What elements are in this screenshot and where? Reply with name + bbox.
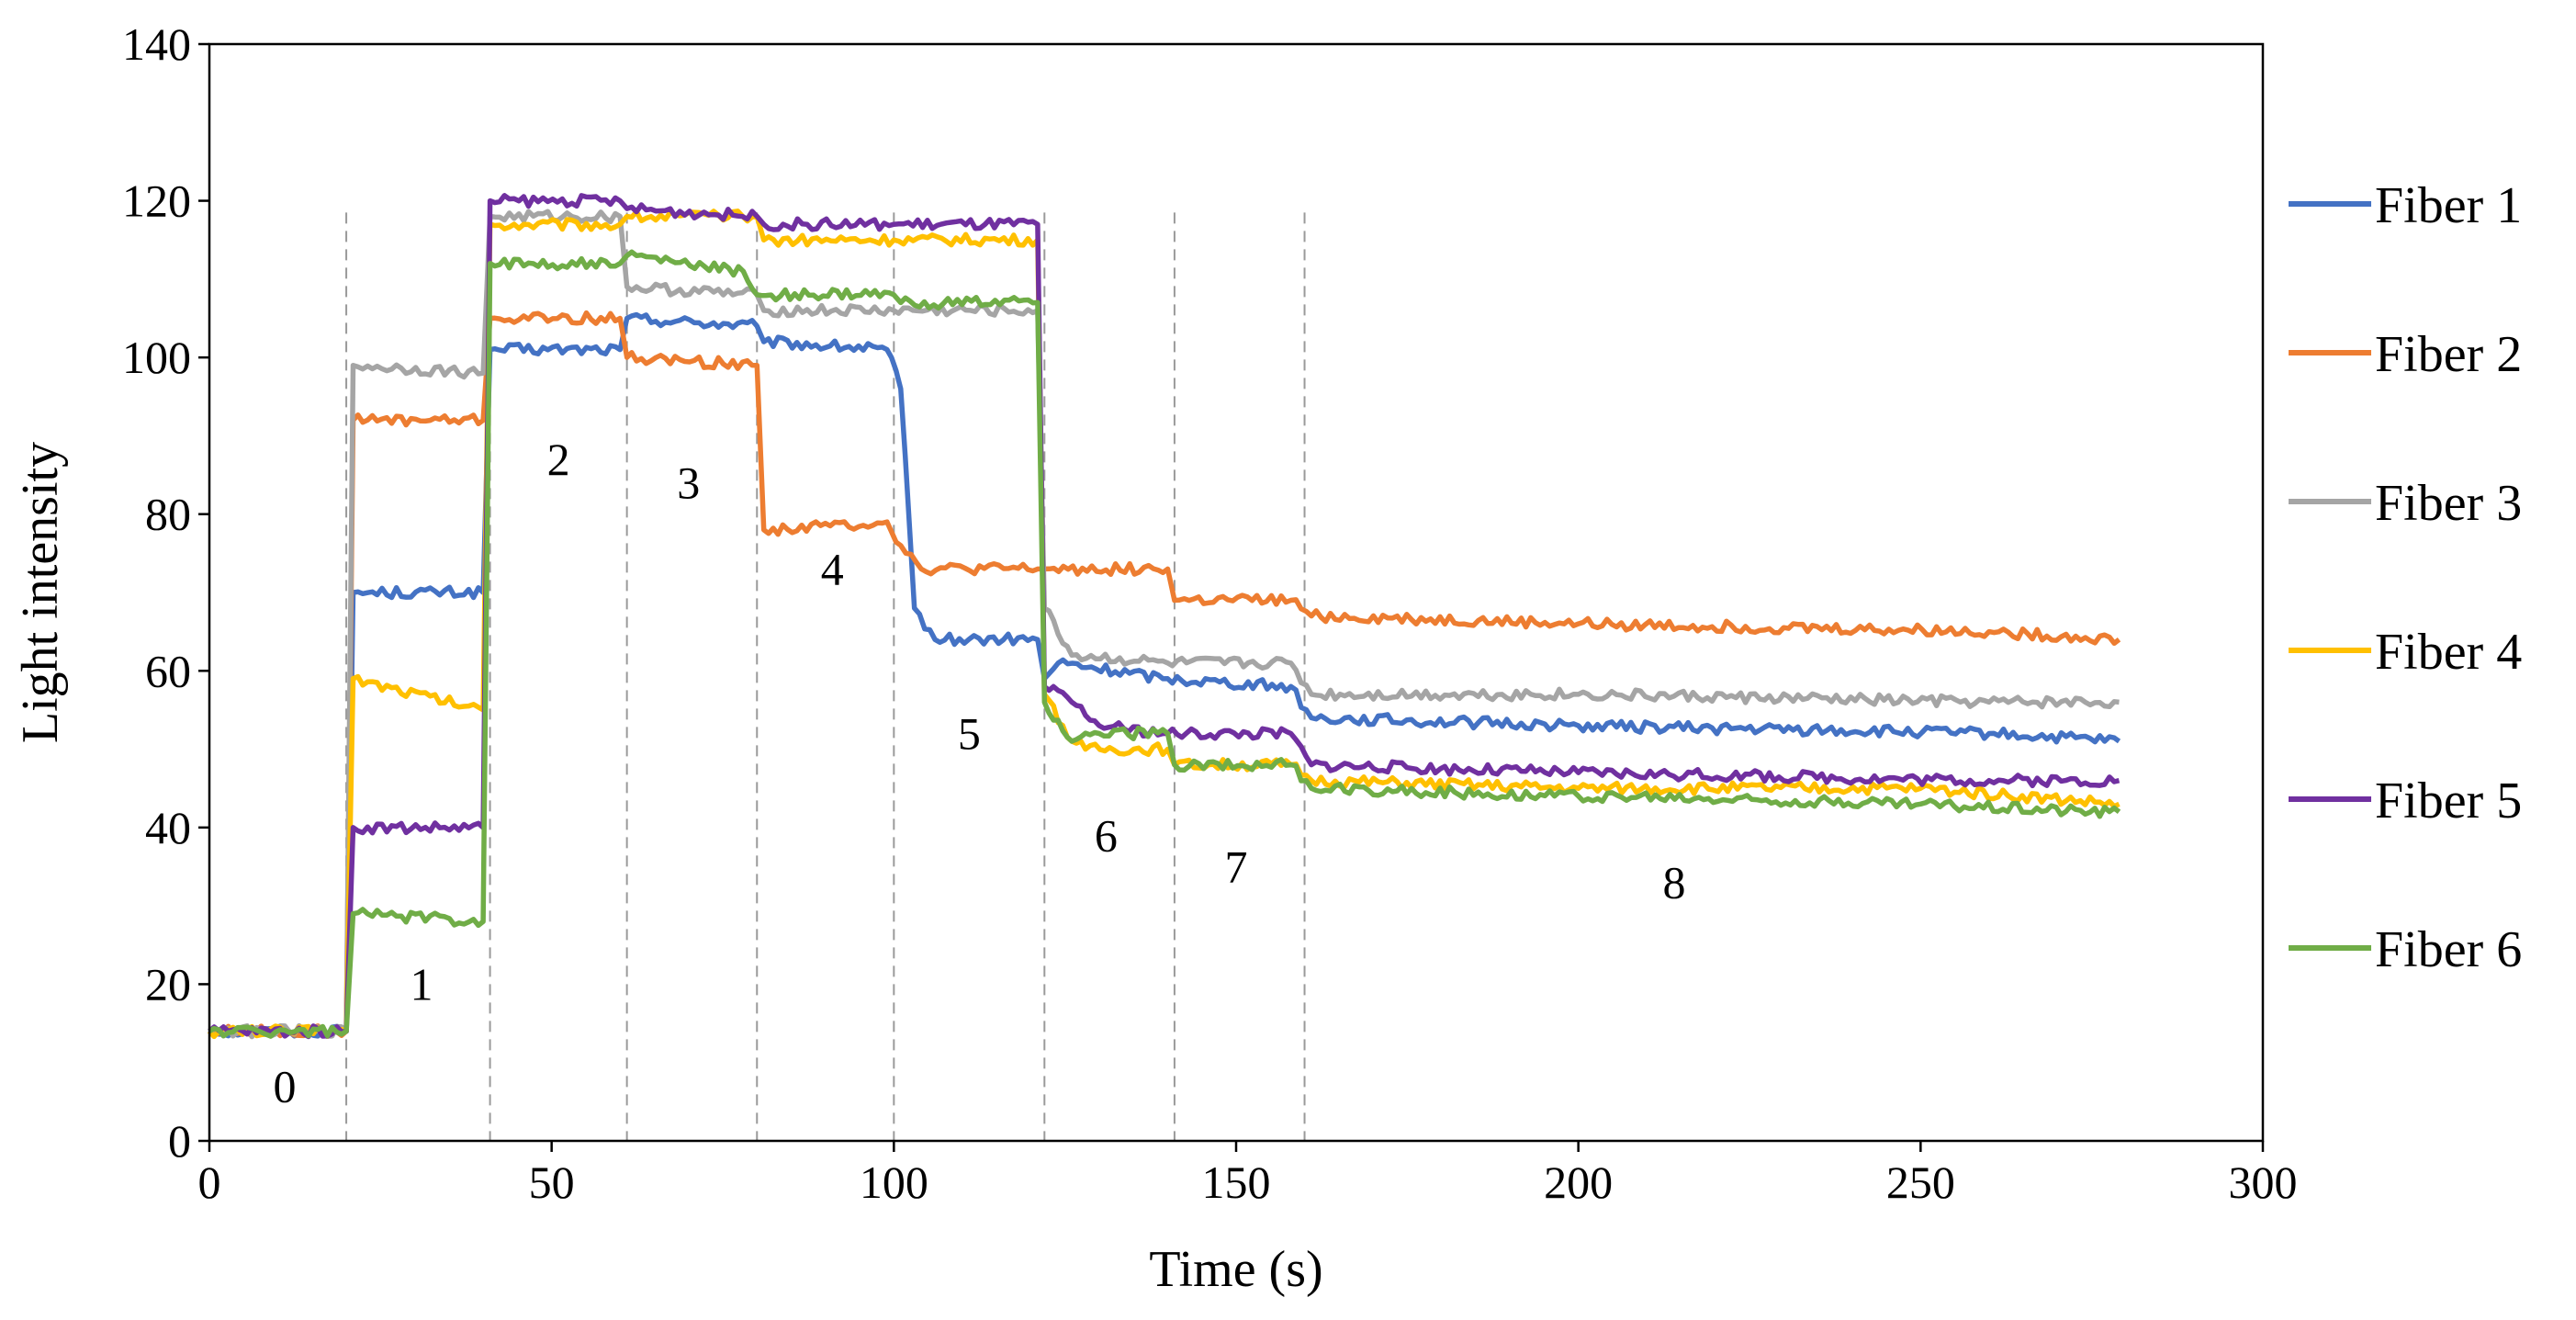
x-tick-label: 0 (198, 1156, 221, 1208)
y-tick-label: 120 (122, 175, 191, 227)
phase-label: 2 (547, 434, 570, 485)
y-axis-title: Light intensity (12, 442, 69, 743)
phase-label: 1 (411, 958, 433, 1010)
x-tick-label: 250 (1886, 1156, 1955, 1208)
x-tick-label: 50 (529, 1156, 575, 1208)
x-tick-label: 150 (1202, 1156, 1271, 1208)
phase-label: 5 (958, 708, 981, 760)
phase-label: 7 (1225, 841, 1248, 893)
phase-labels: 0 1 2 3 4 5 6 7 8 (273, 434, 1685, 1111)
legend-label: Fiber 5 (2375, 773, 2522, 829)
legend-label: Fiber 4 (2375, 624, 2522, 681)
phase-label: 3 (677, 457, 700, 509)
series-line-fiber-4 (207, 209, 2120, 1040)
y-tick-label: 80 (145, 489, 191, 540)
legend-label: Fiber 2 (2375, 326, 2522, 383)
phase-label: 6 (1095, 809, 1118, 861)
legend-item-fiber-3: Fiber 3 (2289, 475, 2522, 532)
series-line-fiber-2 (208, 310, 2121, 1039)
legend-item-fiber-5: Fiber 5 (2289, 773, 2522, 829)
y-axis-ticks: 0 20 40 60 80 100 120 140 (122, 18, 209, 1167)
series-line-fiber-6 (208, 249, 2121, 1039)
phase-label: 8 (1663, 857, 1686, 908)
legend-label: Fiber 3 (2375, 475, 2522, 532)
y-tick-label: 0 (168, 1115, 191, 1167)
y-tick-label: 40 (145, 802, 191, 853)
series-line-fiber-5 (208, 193, 2120, 1040)
legend: Fiber 1 Fiber 2 Fiber 3 Fiber 4 Fiber 5 Fiber… (2289, 177, 2522, 978)
y-tick-label: 140 (122, 18, 191, 70)
legend-item-fiber-6: Fiber 6 (2289, 921, 2522, 978)
legend-label: Fiber 6 (2375, 921, 2522, 978)
legend-item-fiber-2: Fiber 2 (2289, 326, 2522, 383)
phase-label: 0 (273, 1060, 296, 1111)
x-axis-title: Time (s) (1149, 1241, 1322, 1298)
y-tick-label: 60 (145, 645, 191, 696)
series-line-fiber-1 (208, 311, 2121, 1040)
x-tick-label: 200 (1544, 1156, 1613, 1208)
legend-item-fiber-1: Fiber 1 (2289, 177, 2522, 234)
legend-item-fiber-4: Fiber 4 (2289, 624, 2522, 681)
x-tick-label: 300 (2229, 1156, 2298, 1208)
y-tick-label: 100 (122, 332, 191, 383)
x-tick-label: 100 (860, 1156, 928, 1208)
series-line-fiber-3 (208, 209, 2120, 1040)
legend-label: Fiber 1 (2375, 177, 2522, 234)
phase-label: 4 (821, 543, 844, 594)
series-lines (207, 193, 2121, 1040)
y-tick-label: 20 (145, 958, 191, 1010)
x-axis-ticks: 0 50 100 150 200 250 300 (198, 1141, 2298, 1208)
